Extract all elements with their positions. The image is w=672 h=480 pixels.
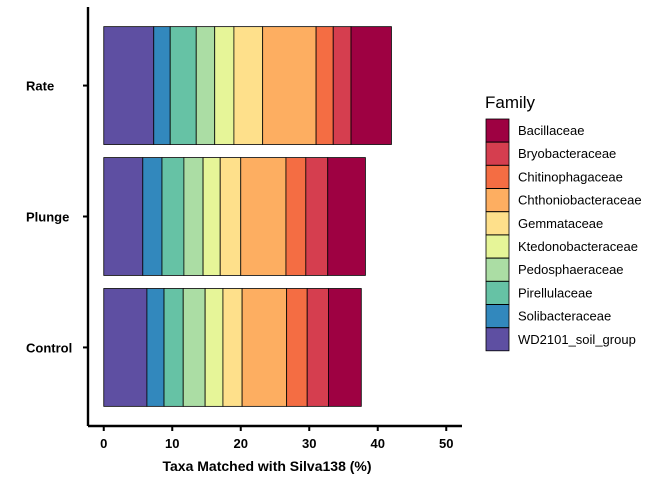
bar-segment-rate-ktedonobacteraceae bbox=[214, 26, 235, 145]
legend-swatch-gemmataceae bbox=[485, 211, 510, 236]
legend-swatch-bryobacteraceae bbox=[485, 141, 510, 166]
bar-segment-control-wd2101-soil-group bbox=[103, 288, 148, 407]
bar-segment-plunge-wd2101-soil-group bbox=[103, 157, 144, 276]
legend-label-ktedonobacteraceae: Ktedonobacteraceae bbox=[518, 239, 638, 254]
x-tick-label-0: 0 bbox=[100, 436, 107, 451]
legend-label-solibacteraceae: Solibacteraceae bbox=[518, 309, 611, 324]
bar-segment-control-gemmataceae bbox=[222, 288, 243, 407]
legend-swatch-ktedonobacteraceae bbox=[485, 234, 510, 259]
bar-segment-control-bacillaceae bbox=[328, 288, 362, 407]
legend-swatch-solibacteraceae bbox=[485, 304, 510, 329]
bar-segment-plunge-solibacteraceae bbox=[142, 157, 163, 276]
legend-swatch-bacillaceae bbox=[485, 118, 510, 143]
bar-segment-plunge-pedosphaeraceae bbox=[183, 157, 204, 276]
bar-segment-rate-chitinophagaceae bbox=[315, 26, 334, 145]
bars-layer bbox=[103, 26, 392, 407]
legend-swatch-pirellulaceae bbox=[485, 280, 510, 305]
x-tick-label-30: 30 bbox=[302, 436, 316, 451]
bar-segment-control-chthoniobacteraceae bbox=[241, 288, 288, 407]
bar-segment-rate-gemmataceae bbox=[233, 26, 264, 145]
y-tick-label-control: Control bbox=[26, 340, 72, 355]
bar-segment-plunge-gemmataceae bbox=[219, 157, 242, 276]
legend-label-pirellulaceae: Pirellulaceae bbox=[518, 285, 592, 300]
legend-label-chthoniobacteraceae: Chthoniobacteraceae bbox=[518, 193, 642, 208]
bar-segment-plunge-pirellulaceae bbox=[161, 157, 185, 276]
bar-segment-control-chitinophagaceae bbox=[286, 288, 308, 407]
x-tick-label-50: 50 bbox=[439, 436, 453, 451]
legend-label-bacillaceae: Bacillaceae bbox=[518, 123, 585, 138]
bar-segment-plunge-chitinophagaceae bbox=[285, 157, 307, 276]
bar-segment-plunge-bryobacteraceae bbox=[305, 157, 329, 276]
legend-swatch-chitinophagaceae bbox=[485, 164, 510, 189]
legend-swatch-pedosphaeraceae bbox=[485, 257, 510, 282]
bar-segment-rate-pirellulaceae bbox=[169, 26, 197, 145]
bar-segment-plunge-ktedonobacteraceae bbox=[202, 157, 221, 276]
bar-segment-rate-wd2101-soil-group bbox=[103, 26, 155, 145]
x-axis-title: Taxa Matched with Silva138 (%) bbox=[162, 458, 371, 474]
legend-label-wd2101-soil-group: WD2101_soil_group bbox=[518, 332, 636, 347]
bar-segment-rate-pedosphaeraceae bbox=[195, 26, 216, 145]
bar-segment-control-pirellulaceae bbox=[163, 288, 184, 407]
bar-segment-plunge-chthoniobacteraceae bbox=[240, 157, 287, 276]
legend-title: Family bbox=[485, 93, 536, 112]
x-tick-label-40: 40 bbox=[371, 436, 385, 451]
legend-label-gemmataceae: Gemmataceae bbox=[518, 216, 603, 231]
legend-swatch-wd2101-soil-group bbox=[485, 327, 510, 352]
bar-segment-control-bryobacteraceae bbox=[306, 288, 329, 407]
bar-segment-control-solibacteraceae bbox=[146, 288, 165, 407]
x-tick-label-20: 20 bbox=[234, 436, 248, 451]
legend-label-chitinophagaceae: Chitinophagaceae bbox=[518, 169, 623, 184]
legend-label-bryobacteraceae: Bryobacteraceae bbox=[518, 146, 616, 161]
legend-label-pedosphaeraceae: Pedosphaeraceae bbox=[518, 262, 624, 277]
axes-layer: 0 10 20 30 40 50 Control Plunge Rate bbox=[26, 7, 462, 451]
bar-segment-rate-chthoniobacteraceae bbox=[262, 26, 317, 145]
bar-segment-plunge-bacillaceae bbox=[327, 157, 366, 276]
legend-swatch-chthoniobacteraceae bbox=[485, 188, 510, 213]
bar-segment-rate-bacillaceae bbox=[350, 26, 392, 145]
y-tick-label-plunge: Plunge bbox=[26, 210, 69, 225]
bar-segment-control-ktedonobacteraceae bbox=[204, 288, 224, 407]
bar-segment-rate-bryobacteraceae bbox=[332, 26, 352, 145]
y-tick-label-rate: Rate bbox=[26, 79, 54, 94]
legend: Family Bacillaceae Bryobacteraceae Chitino… bbox=[485, 93, 642, 352]
bar-segment-rate-solibacteraceae bbox=[153, 26, 171, 145]
x-tick-label-10: 10 bbox=[165, 436, 179, 451]
bar-segment-control-pedosphaeraceae bbox=[182, 288, 206, 407]
